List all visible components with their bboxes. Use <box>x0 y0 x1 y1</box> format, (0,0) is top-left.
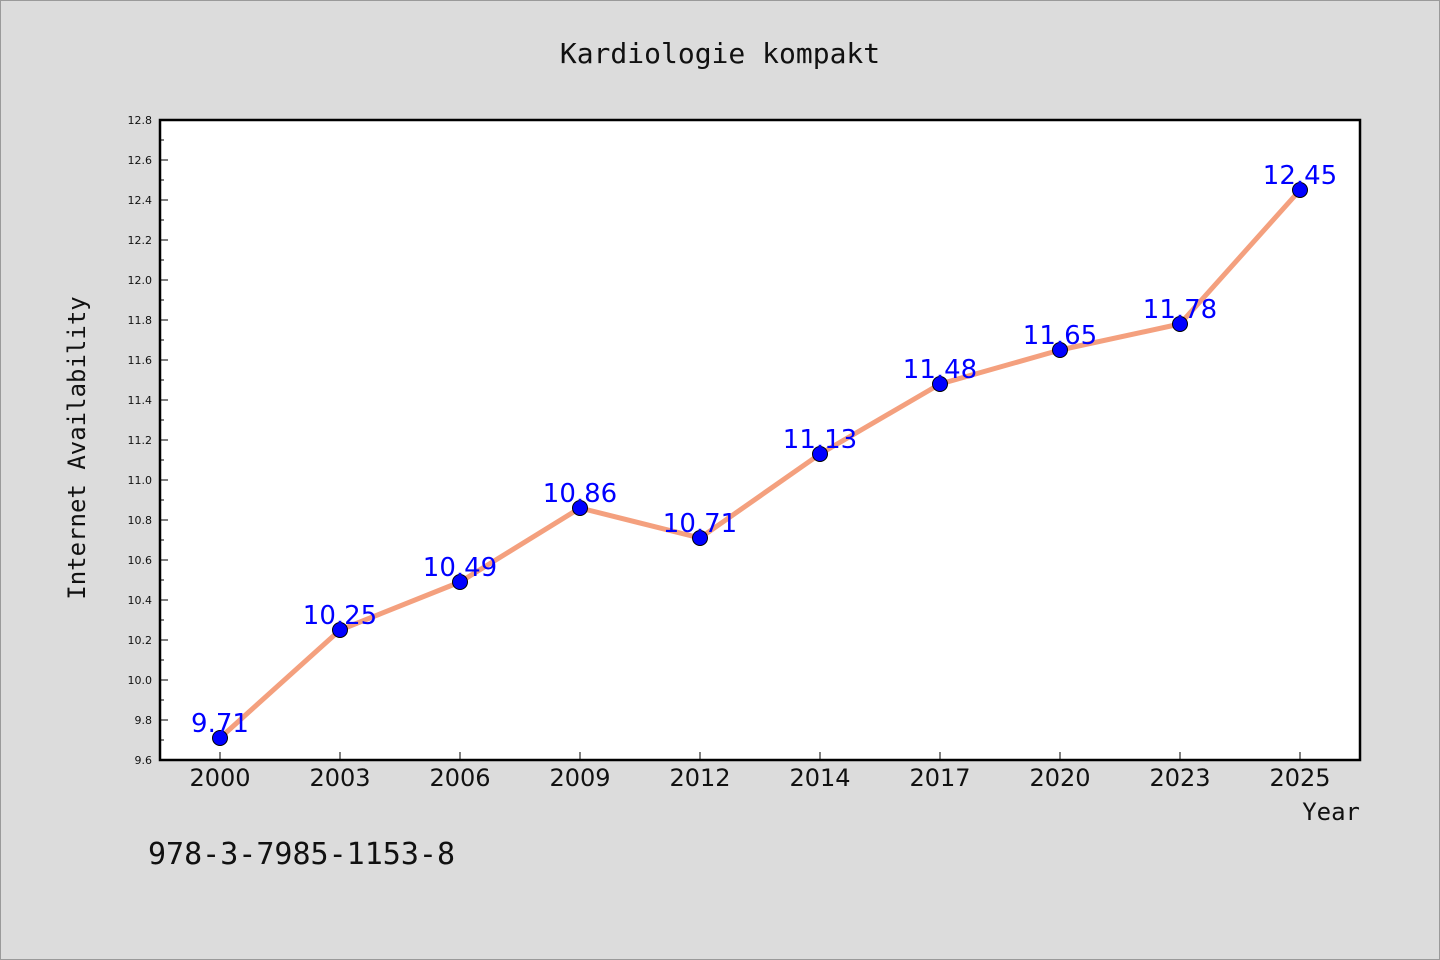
data-point <box>1172 316 1188 332</box>
data-point <box>692 530 708 546</box>
y-axis-ticks: 9.6 9.8 10.0 10.2 10.4 10.6 10.8 11.0 11.2 11.4 11… <box>128 114 168 767</box>
data-point <box>932 376 948 392</box>
series-line <box>217 187 1303 741</box>
y-tick-label: 9.6 <box>135 754 153 767</box>
data-label: 10.49 <box>423 553 497 583</box>
y-tick-label: 9.8 <box>135 714 153 727</box>
data-point <box>452 574 468 590</box>
data-point <box>572 500 588 516</box>
data-label: 11.65 <box>1023 321 1097 351</box>
chart-title: Kardiologie kompakt <box>560 37 880 70</box>
y-tick-label: 12.6 <box>128 154 153 167</box>
y-tick-label: 12.0 <box>128 274 153 287</box>
x-tick-label: 2014 <box>789 764 850 792</box>
y-tick-label: 11.0 <box>128 474 153 487</box>
data-labels: 9.71 10.25 10.49 10.86 10.71 11.13 11.48 11.65 1… <box>191 161 1337 739</box>
x-tick-label: 2009 <box>549 764 610 792</box>
y-tick-label: 11.2 <box>128 434 153 447</box>
data-point <box>812 446 828 462</box>
data-point <box>212 730 228 746</box>
data-label: 11.48 <box>903 355 977 385</box>
y-tick-label: 10.6 <box>128 554 153 567</box>
data-point <box>1292 182 1308 198</box>
data-label: 10.86 <box>543 479 617 509</box>
y-axis-label: Internet Availability <box>63 296 91 599</box>
y-tick-label: 12.2 <box>128 234 153 247</box>
x-axis-ticks: 2000 2003 2006 2009 2012 2014 2017 2020 2023 2025 <box>189 752 1331 792</box>
data-point <box>1052 342 1068 358</box>
y-tick-label: 12.4 <box>128 194 153 207</box>
data-label: 11.78 <box>1143 295 1217 325</box>
x-tick-label: 2006 <box>429 764 490 792</box>
plot-area <box>158 118 1362 762</box>
y-tick-label: 10.2 <box>128 634 153 647</box>
x-tick-label: 2020 <box>1029 764 1090 792</box>
data-label: 10.25 <box>303 601 377 631</box>
x-axis-label: Year <box>1302 798 1360 826</box>
data-point <box>332 622 348 638</box>
data-label: 9.71 <box>191 709 249 739</box>
y-tick-label: 10.4 <box>128 594 153 607</box>
data-label: 10.71 <box>663 509 737 539</box>
y-tick-label: 11.8 <box>128 314 153 327</box>
data-label: 12.45 <box>1263 161 1337 191</box>
x-tick-label: 2023 <box>1149 764 1210 792</box>
series-line-group <box>217 187 1303 741</box>
y-tick-label: 11.4 <box>128 394 153 407</box>
x-tick-label: 2003 <box>309 764 370 792</box>
y-tick-label: 12.8 <box>128 114 153 127</box>
y-tick-label: 10.0 <box>128 674 153 687</box>
x-tick-label: 2000 <box>189 764 250 792</box>
x-tick-label: 2012 <box>669 764 730 792</box>
data-label: 11.13 <box>783 425 857 455</box>
y-tick-label: 11.6 <box>128 354 153 367</box>
x-tick-label: 2017 <box>909 764 970 792</box>
data-points <box>212 182 1308 746</box>
isbn-annotation: 978-3-7985-1153-8 <box>148 837 455 872</box>
y-tick-label: 10.8 <box>128 514 153 527</box>
x-tick-label: 2025 <box>1269 764 1330 792</box>
